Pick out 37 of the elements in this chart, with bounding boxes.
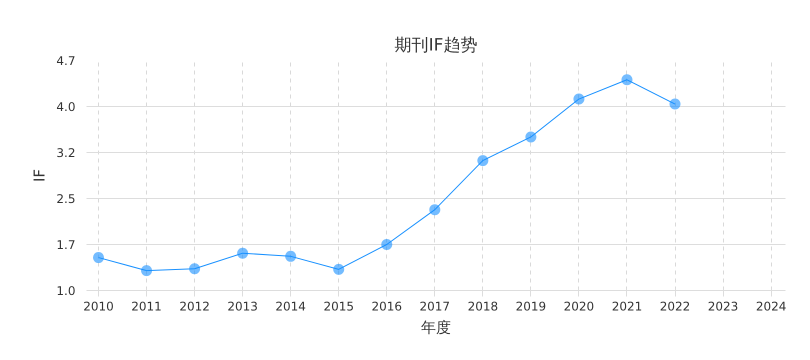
x-tick-label: 2020 bbox=[564, 300, 594, 314]
y-axis-title: IF bbox=[30, 168, 48, 182]
point bbox=[670, 98, 681, 110]
point bbox=[429, 204, 440, 216]
y-tick-label: 1.0 bbox=[56, 284, 76, 298]
point bbox=[237, 248, 248, 259]
x-tick-label: 2013 bbox=[227, 300, 258, 314]
x-tick-label: 2012 bbox=[179, 300, 210, 314]
y-tick-label: 4.7 bbox=[56, 54, 76, 68]
point bbox=[573, 94, 584, 105]
y-tick-label: 4.0 bbox=[56, 100, 76, 114]
point bbox=[477, 155, 488, 166]
x-tick-label: 2018 bbox=[468, 300, 498, 314]
point bbox=[621, 74, 632, 86]
x-tick-label: 2011 bbox=[131, 300, 162, 314]
chart-title: 期刊IF趋势 bbox=[394, 36, 478, 56]
y-tick-label: 2.5 bbox=[56, 192, 76, 206]
point bbox=[93, 252, 104, 264]
x-tick-label: 2014 bbox=[275, 300, 306, 314]
point bbox=[381, 239, 392, 250]
x-axis-title: 年度 bbox=[421, 318, 451, 336]
point bbox=[141, 265, 152, 276]
point bbox=[285, 250, 296, 262]
point bbox=[189, 263, 200, 274]
x-tick-label: 2010 bbox=[83, 300, 114, 314]
x-tick-label: 2017 bbox=[420, 300, 450, 314]
point bbox=[333, 264, 344, 275]
x-tick-label: 2024 bbox=[756, 300, 786, 314]
x-tick-label: 2023 bbox=[708, 300, 738, 314]
y-tick-label: 3.2 bbox=[56, 146, 76, 160]
x-tick-label: 2016 bbox=[371, 300, 402, 314]
x-tick-label: 2021 bbox=[612, 300, 642, 314]
x-tick-label: 2015 bbox=[323, 300, 354, 314]
x-tick-label: 2019 bbox=[516, 300, 546, 314]
y-tick-label: 1.7 bbox=[56, 238, 76, 252]
point bbox=[525, 131, 536, 142]
x-tick-label: 2022 bbox=[660, 300, 690, 314]
